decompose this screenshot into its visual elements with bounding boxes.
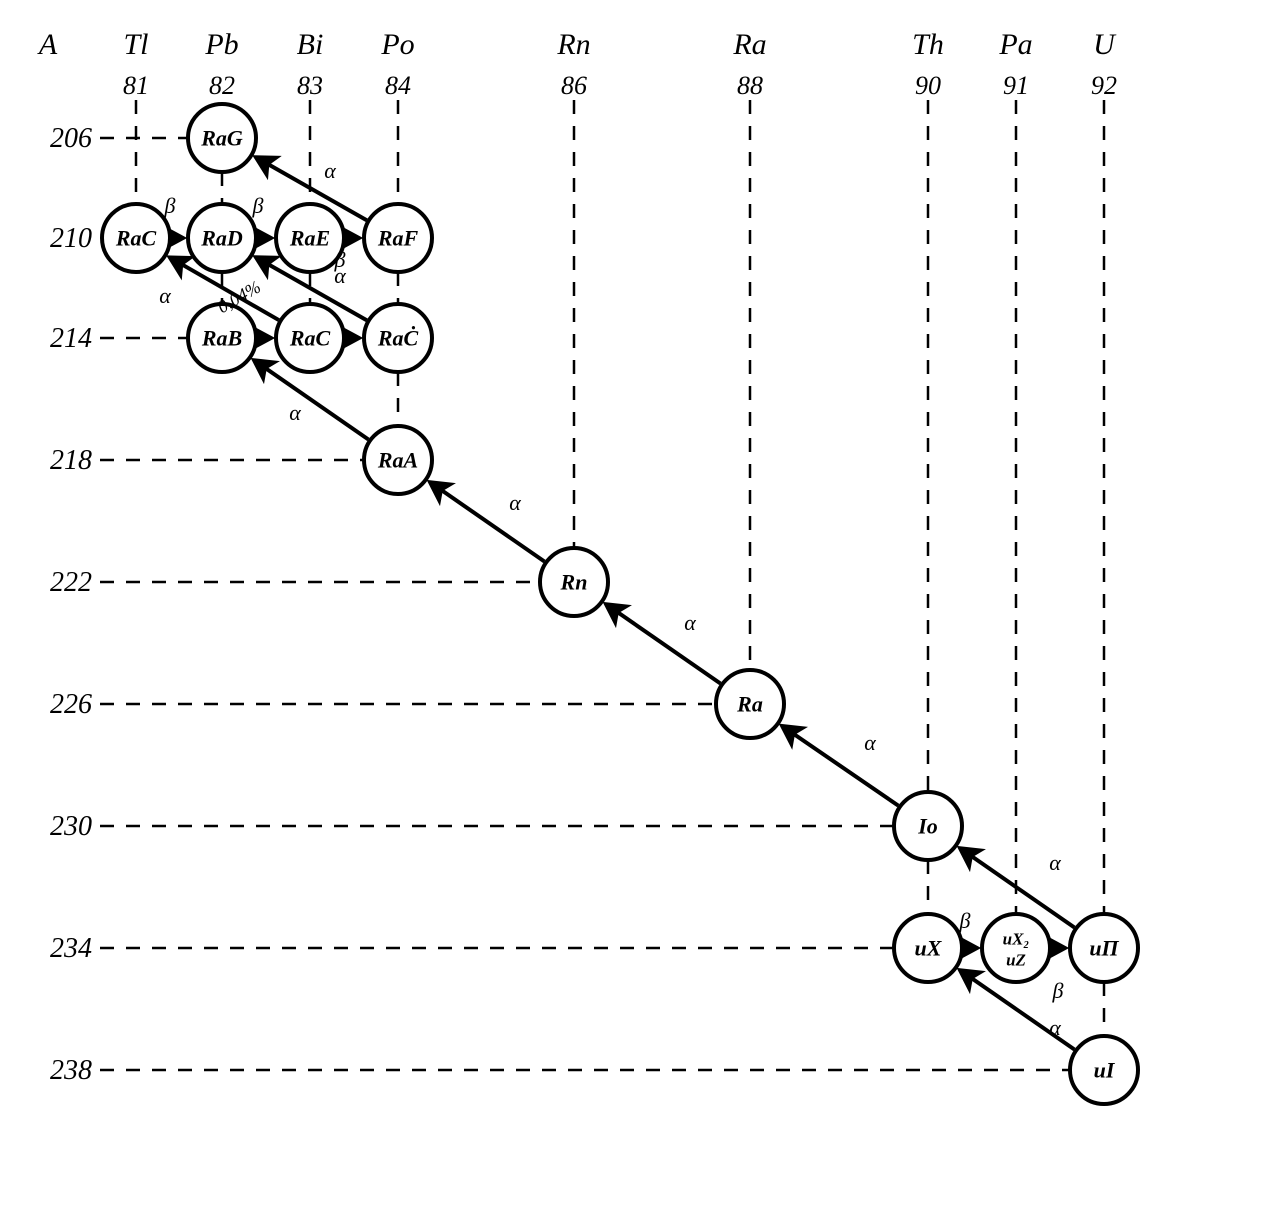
- column-element-Po: Po: [380, 28, 414, 61]
- column-element-Tl: Tl: [123, 28, 148, 61]
- node-RaCdp: RaC: [102, 204, 170, 272]
- svg-text:uI: uI: [1094, 1058, 1116, 1083]
- row-label-214: 214: [50, 323, 92, 354]
- edge-label-Rn-RaA: α: [509, 490, 521, 515]
- column-element-Rn: Rn: [556, 28, 590, 61]
- node-uX2: uX₂ uZ: [982, 914, 1050, 982]
- svg-text:Io: Io: [917, 814, 938, 839]
- column-element-Pa: Pa: [998, 28, 1032, 61]
- edge-label-uII-Io: α: [1049, 850, 1061, 875]
- decay-series-diagram: A Tl 81 Pb 82 Bi 83 Po 84 Rn 86 Ra 88 Th 90 Pa 91 U 92 20…: [0, 0, 1275, 1219]
- column-element-Ra: Ra: [732, 28, 766, 61]
- node-RaA: RaA: [364, 426, 432, 494]
- row-label-230: 230: [50, 811, 92, 842]
- svg-text:RaB: RaB: [201, 326, 242, 351]
- edge-label-Ra-Rn: α: [684, 610, 696, 635]
- edge-Rn-RaA: [431, 483, 545, 562]
- svg-text:Rn: Rn: [560, 570, 588, 595]
- column-element-Bi: Bi: [297, 28, 324, 61]
- edge-label-uX-uX2: β: [959, 908, 971, 933]
- edge-label-RaB-RaCdp-alpha: α: [159, 283, 171, 308]
- edge-Ra-Rn: [607, 605, 721, 684]
- node-uI: uI: [1070, 1036, 1138, 1104]
- column-z-88: 88: [737, 71, 763, 100]
- svg-text:uZ: uZ: [1006, 951, 1026, 970]
- column-z-92: 92: [1091, 71, 1117, 100]
- node-Io: Io: [894, 792, 962, 860]
- column-element-Th: Th: [912, 28, 944, 61]
- svg-text:RaĊ: RaĊ: [377, 326, 419, 351]
- edge-label-RaCdp-RaD: β: [164, 193, 176, 218]
- edge-label-Io-Ra: α: [864, 730, 876, 755]
- svg-text:RaC: RaC: [289, 326, 331, 351]
- row-label-210: 210: [50, 223, 92, 254]
- svg-text:RaF: RaF: [377, 226, 419, 251]
- column-headers: Tl 81 Pb 82 Bi 83 Po 84 Rn 86 Ra 88 Th 90 Pa 91 U 92: [123, 28, 1117, 100]
- node-uII: uΠ: [1070, 914, 1138, 982]
- svg-text:RaG: RaG: [200, 126, 243, 151]
- node-RaC: RaC: [276, 304, 344, 372]
- svg-text:RaD: RaD: [200, 226, 243, 251]
- column-z-91: 91: [1003, 71, 1029, 100]
- row-label-206: 206: [50, 123, 92, 154]
- nodes: uI uΠ uX₂ uZ uX Io Ra Rn RaA RaĊ RaC RaB RaF RaE RaD Ra…: [102, 104, 1138, 1104]
- row-label-234: 234: [50, 933, 92, 964]
- column-z-82: 82: [209, 71, 235, 100]
- column-z-81: 81: [123, 71, 149, 100]
- node-RaG: RaG: [188, 104, 256, 172]
- column-z-90: 90: [915, 71, 941, 100]
- edge-label-uI-uX: α: [1049, 1015, 1061, 1040]
- svg-text:uX₂: uX₂: [1003, 930, 1030, 949]
- svg-text:RaA: RaA: [377, 448, 418, 473]
- row-label-218: 218: [50, 445, 92, 476]
- node-Ra: Ra: [716, 670, 784, 738]
- node-RaCpr: RaĊ: [364, 304, 432, 372]
- row-label-226: 226: [50, 689, 92, 720]
- column-element-U: U: [1093, 28, 1117, 61]
- row-label-238: 238: [50, 1055, 92, 1086]
- column-z-86: 86: [561, 71, 587, 100]
- row-label-222: 222: [50, 567, 92, 598]
- column-z-84: 84: [385, 71, 411, 100]
- edge-label-RaD-RaE: β: [252, 193, 264, 218]
- edge-Io-Ra: [783, 727, 898, 806]
- edge-label-RaA-RaB: α: [289, 400, 301, 425]
- node-RaF: RaF: [364, 204, 432, 272]
- column-element-Pb: Pb: [204, 28, 238, 61]
- svg-text:Ra: Ra: [736, 692, 763, 717]
- node-RaD: RaD: [188, 204, 256, 272]
- node-Rn: Rn: [540, 548, 608, 616]
- svg-text:uΠ: uΠ: [1089, 936, 1119, 961]
- svg-text:uX: uX: [915, 936, 943, 961]
- edge-label-RaE-RaF: β: [334, 247, 346, 272]
- edge-label-uX2-uII: β: [1052, 978, 1064, 1003]
- svg-text:RaC: RaC: [115, 226, 157, 251]
- axis-title: A: [37, 28, 58, 61]
- svg-text:RaE: RaE: [289, 226, 330, 251]
- node-uX: uX: [894, 914, 962, 982]
- edge-label-RaF-RaG: α: [324, 158, 336, 183]
- column-z-83: 83: [297, 71, 323, 100]
